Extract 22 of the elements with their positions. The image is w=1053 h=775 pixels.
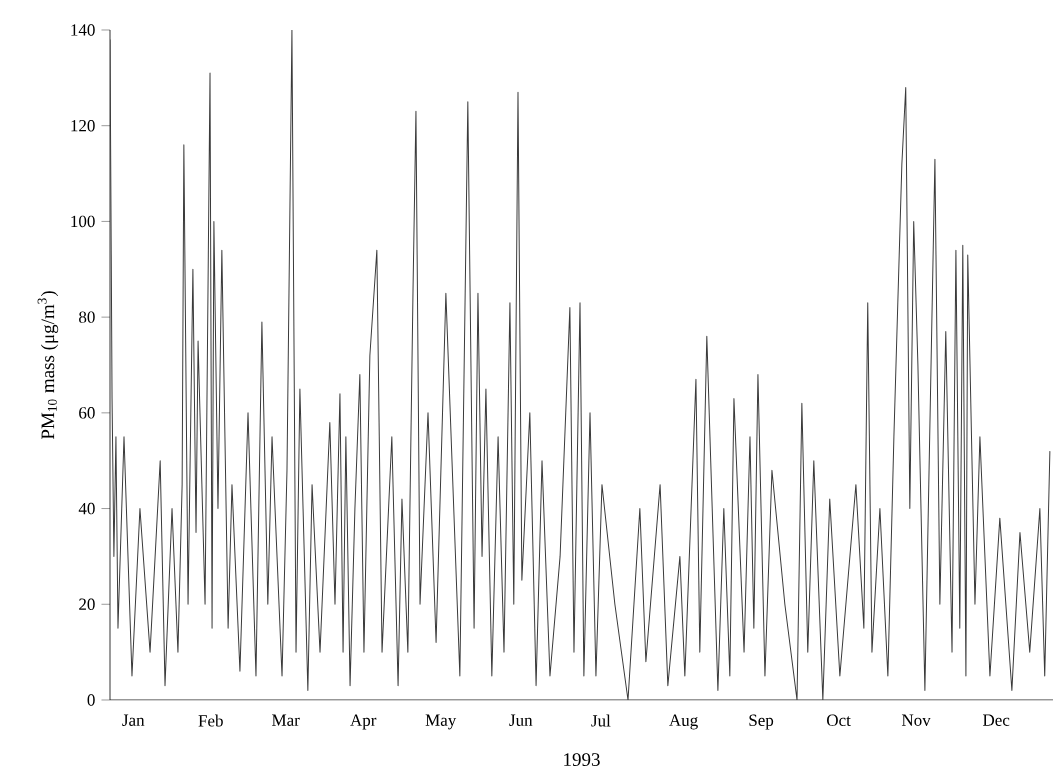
x-tick-label: Sep: [749, 714, 774, 730]
x-tick-label: May: [425, 714, 457, 730]
x-tick-label: Jan: [122, 714, 145, 726]
x-tick-label: Oct: [826, 714, 851, 726]
y-tick-label: 80: [79, 311, 95, 323]
x-tick-label: Dec: [982, 714, 1010, 726]
y-tick-label: 20: [79, 598, 95, 610]
x-tick-label: Jul: [591, 714, 611, 727]
y-tick-label: 140: [71, 24, 95, 36]
y-tick-label: 60: [79, 407, 95, 419]
x-tick-label: Nov: [901, 714, 931, 726]
x-tick-label: Jun: [509, 714, 533, 726]
x-tick-label: Apr: [350, 714, 377, 730]
y-tick-label: 40: [78, 502, 95, 515]
y-axis-title: PM$_{10}$ mass (μg/m$^{3}$): [37, 291, 59, 440]
x-tick-label: Mar: [272, 714, 300, 726]
x-tick-label: Aug: [669, 714, 698, 730]
x-tick-label: Feb: [198, 714, 223, 727]
y-tick-label: 100: [71, 215, 95, 228]
y-tick-label: 120: [71, 119, 95, 132]
x-axis-title: 1993: [564, 753, 600, 766]
y-tick-label: 0: [87, 694, 95, 706]
